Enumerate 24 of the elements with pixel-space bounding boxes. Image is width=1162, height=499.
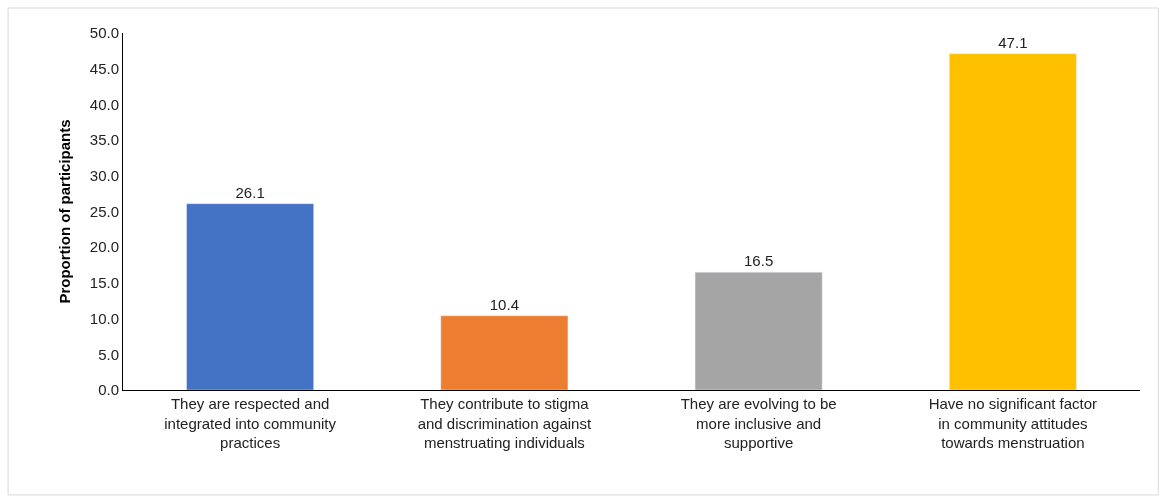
y-tick-label: 40.0	[89, 95, 119, 113]
data-label: 26.1	[235, 183, 265, 201]
x-tick-label: They are evolving to be more inclusive and supportive	[680, 395, 837, 451]
data-label: 10.4	[489, 295, 519, 313]
y-tick-label: 45.0	[89, 59, 119, 77]
data-label: 16.5	[744, 252, 774, 270]
x-tick-label: They are respected and integrated into community practices	[164, 395, 337, 451]
y-tick-label: 10.0	[89, 309, 119, 327]
bar	[949, 53, 1077, 390]
bar	[694, 271, 823, 390]
y-axis-title: Proportion of participants	[56, 119, 74, 304]
x-tick-label: They contribute to stigma and discrimination against menstruating individuals	[417, 395, 592, 451]
y-tick-label: 15.0	[89, 274, 119, 292]
y-tick-label: 50.0	[89, 24, 119, 42]
data-label: 47.1	[998, 33, 1028, 51]
y-tick-label: 0.0	[98, 381, 119, 399]
x-tick-label: Have no significant factor in community attitudes towards menstruation	[928, 395, 1098, 451]
y-tick-label: 35.0	[89, 131, 119, 149]
y-tick-label: 20.0	[89, 238, 119, 256]
y-tick-label: 30.0	[89, 167, 119, 185]
y-tick-label: 5.0	[98, 345, 119, 363]
bar	[440, 315, 569, 390]
y-tick-label: 25.0	[89, 202, 119, 220]
bar	[186, 203, 314, 390]
